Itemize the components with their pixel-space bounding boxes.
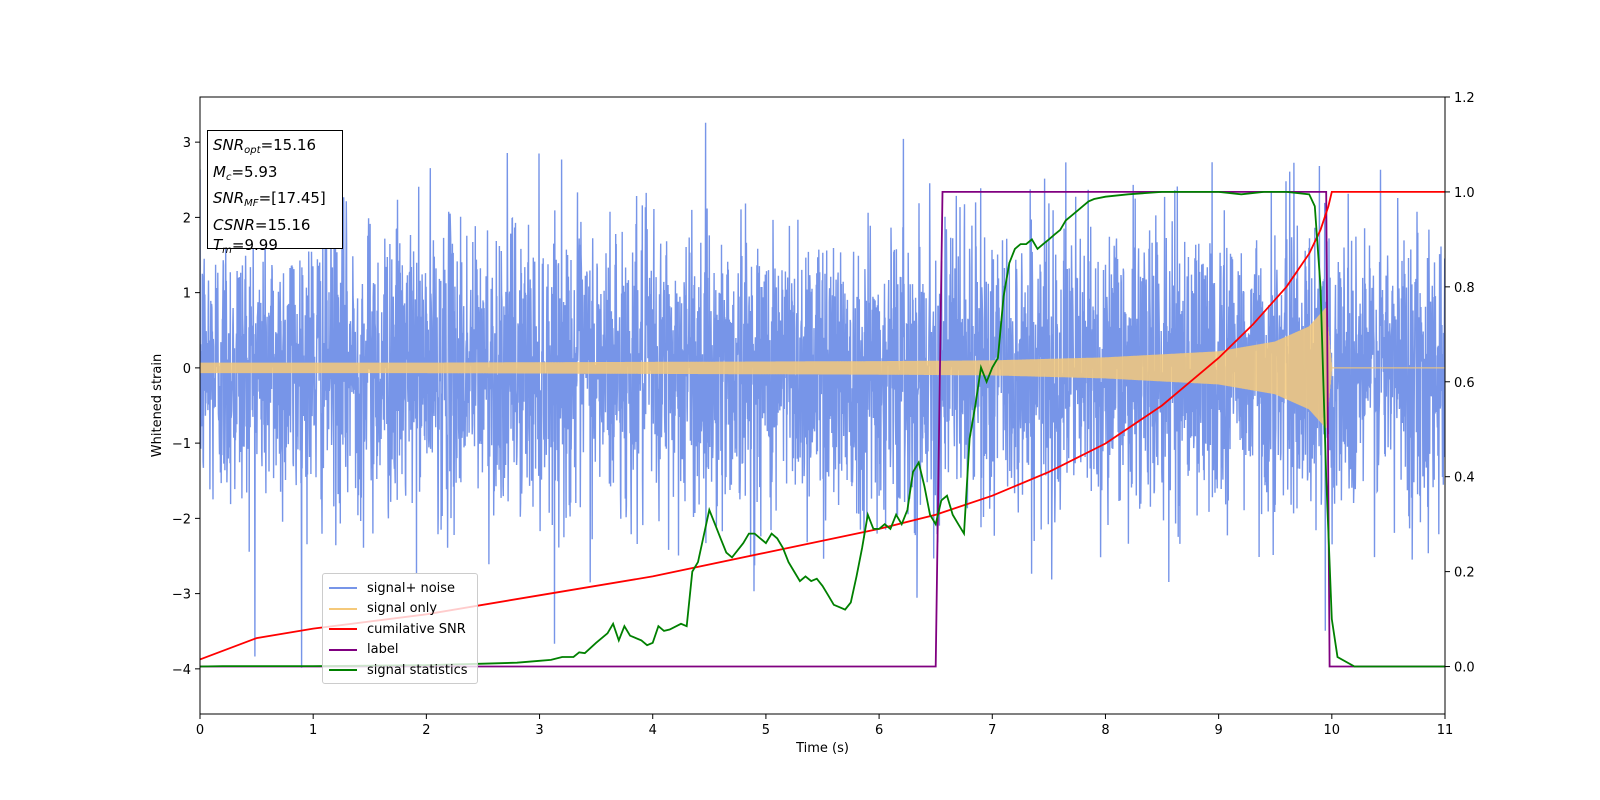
mc-value: =5.93 xyxy=(231,162,278,181)
x-tick-label: 1 xyxy=(309,723,317,738)
snr-mf-line: SNRMF=[17.45] xyxy=(213,189,326,209)
legend-label: signal only xyxy=(367,601,438,617)
x-tick-label: 4 xyxy=(649,723,657,738)
legend-item-signal-noise: signal+ noise xyxy=(329,578,471,599)
y-left-tick-label: −3 xyxy=(172,588,191,603)
y-right-tick-label: 0.6 xyxy=(1454,376,1475,391)
y-right-tick-label: 0.8 xyxy=(1454,281,1475,296)
snr-mf-value: =[17.45] xyxy=(258,189,326,207)
csnr-line: CSNR=15.16 xyxy=(213,215,311,234)
x-tick-label: 10 xyxy=(1324,723,1341,738)
x-tick-label: 7 xyxy=(988,723,996,738)
legend-swatch xyxy=(329,587,357,590)
snr-opt-value: =15.16 xyxy=(260,136,317,154)
series-signal-only xyxy=(200,307,1445,429)
x-tick-label: 11 xyxy=(1437,723,1454,738)
x-tick-label: 8 xyxy=(1101,723,1109,738)
y-left-tick-label: 2 xyxy=(183,211,191,226)
legend-item-signal-only: signal only xyxy=(329,599,471,620)
y-right-tick-label: 0.4 xyxy=(1454,471,1475,486)
legend: signal+ noise signal only cumilative SNR… xyxy=(322,573,478,684)
legend-swatch xyxy=(329,628,357,631)
y-right-tick-label: 0.0 xyxy=(1454,661,1475,676)
y-left-tick-label: −4 xyxy=(172,663,191,678)
plot-frame xyxy=(199,96,1446,715)
y-left-tick-label: 3 xyxy=(183,136,191,151)
mc-line: Mc=5.93 xyxy=(213,162,278,183)
info-box: SNRopt=15.16 Mc=5.93 SNRMF=[17.45] CSNR=… xyxy=(207,130,343,256)
y-axis-label: Whitened strain xyxy=(150,354,165,457)
y-left-tick-label: 1 xyxy=(183,287,191,302)
y-left-tick-label: −2 xyxy=(172,512,191,527)
series-label xyxy=(200,191,1445,668)
legend-swatch xyxy=(329,607,357,610)
x-tick-label: 3 xyxy=(535,723,543,738)
y-right-tick-label: 1.0 xyxy=(1454,186,1475,201)
legend-label: signal+ noise xyxy=(367,580,456,596)
legend-label: cumilative SNR xyxy=(367,621,466,637)
y-right-tick-label: 1.2 xyxy=(1454,91,1475,106)
x-tick-label: 0 xyxy=(196,723,204,738)
legend-swatch xyxy=(329,648,357,651)
legend-item-label: label xyxy=(329,640,471,661)
legend-swatch xyxy=(329,669,357,672)
x-tick-label: 2 xyxy=(422,723,430,738)
y-left-tick-label: −1 xyxy=(172,437,191,452)
legend-item-cumulative-snr: cumilative SNR xyxy=(329,619,471,640)
y-right-tick-label: 0.2 xyxy=(1454,566,1475,581)
x-tick-label: 9 xyxy=(1214,723,1222,738)
x-tick-label: 5 xyxy=(762,723,770,738)
axes: 0 1 2 3 4 5 6 7 8 9 10 11 −4 −3 −2 −1 0 1 2 3 0.0 0.2 0.4 0.6 0.… xyxy=(172,91,1475,738)
snr-opt-line: SNRopt=15.16 xyxy=(213,136,317,156)
x-axis-label: Time (s) xyxy=(795,741,849,756)
y-left-tick-label: 0 xyxy=(183,362,191,377)
tm-line: Tm=9.99 xyxy=(213,236,278,256)
csnr-value: =15.16 xyxy=(254,215,311,234)
series-signal-statistics xyxy=(200,191,1445,668)
legend-label: label xyxy=(367,642,399,658)
tm-value: =9.99 xyxy=(231,236,278,254)
legend-label: signal statistics xyxy=(367,662,468,678)
legend-item-signal-statistics: signal statistics xyxy=(329,660,471,681)
x-tick-label: 6 xyxy=(875,723,883,738)
